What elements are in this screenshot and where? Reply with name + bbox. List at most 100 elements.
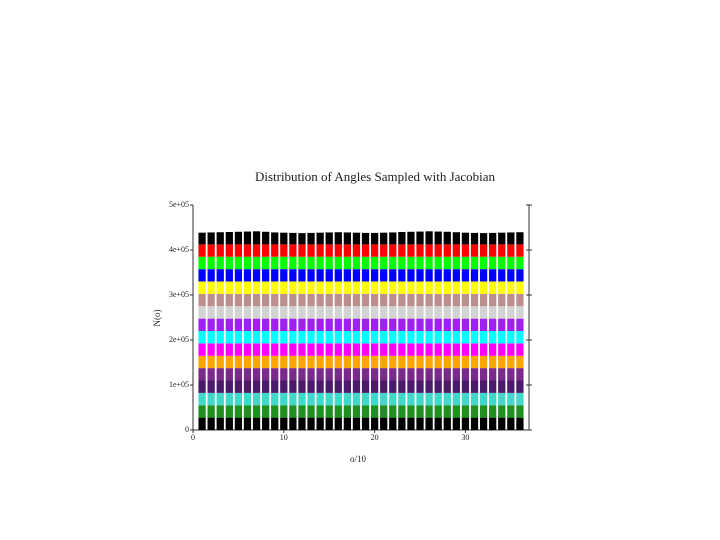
- bar-segment: [361, 368, 370, 381]
- bar-segment: [334, 318, 342, 331]
- bar-segment: [207, 256, 215, 270]
- bar-segment: [216, 331, 224, 344]
- bar-segment: [207, 417, 215, 430]
- bar-segment: [307, 331, 315, 344]
- bar-segment: [207, 368, 215, 381]
- bar-segment: [316, 331, 324, 344]
- bar-segment: [489, 232, 497, 245]
- bar-segment: [407, 405, 415, 418]
- bar-segment: [425, 244, 433, 257]
- bar-segment: [479, 244, 488, 257]
- bar-segment: [252, 355, 261, 369]
- bar-segment: [207, 281, 215, 294]
- bar-segment: [380, 269, 388, 282]
- bar-segment: [507, 232, 515, 245]
- bar-segment: [280, 392, 288, 406]
- bar-segment: [470, 256, 479, 270]
- bar-segment: [216, 405, 224, 418]
- bar-segment: [334, 380, 342, 393]
- bar-segment: [452, 281, 460, 294]
- bar-segment: [498, 293, 506, 307]
- bar-segment: [434, 368, 442, 381]
- bar-segment: [425, 231, 433, 245]
- bar-segment: [225, 331, 233, 344]
- x-tick-label: 10: [280, 433, 288, 442]
- bar-segment: [498, 343, 506, 356]
- bar-segment: [316, 318, 324, 331]
- bar-segment: [425, 355, 433, 369]
- bar-segment: [316, 343, 324, 356]
- bar-segment: [443, 331, 451, 344]
- bar-segment: [262, 355, 270, 369]
- bar-segment: [434, 318, 442, 331]
- bar-segment: [234, 244, 243, 257]
- bar-segment: [380, 306, 388, 319]
- bar-segment: [307, 293, 315, 307]
- bar-segment: [380, 343, 388, 356]
- bar-segment: [389, 331, 397, 344]
- bar-segment: [352, 269, 361, 282]
- bar-segment: [370, 392, 379, 406]
- bar-segment: [334, 269, 342, 282]
- bar-segment: [479, 269, 488, 282]
- bar-segment: [234, 355, 243, 369]
- bar-segment: [298, 318, 306, 331]
- bar-segment: [461, 306, 470, 319]
- bar-segment: [443, 417, 451, 430]
- bar-segment: [370, 232, 379, 245]
- bar-segment: [416, 244, 424, 257]
- bar-segment: [380, 281, 388, 294]
- bar-segment: [262, 318, 270, 331]
- bar-segment: [370, 417, 379, 430]
- bar-segment: [434, 231, 442, 245]
- bar-segment: [225, 417, 233, 430]
- bar-segment: [489, 380, 497, 393]
- bar-segment: [352, 343, 361, 356]
- bar-segment: [407, 306, 415, 319]
- bar-segment: [243, 343, 252, 356]
- bar-segment: [207, 269, 215, 282]
- bar-segment: [243, 256, 252, 270]
- bar-segment: [398, 281, 406, 294]
- bar-segment: [470, 343, 479, 356]
- bar-segment: [461, 318, 470, 331]
- bar-segment: [352, 380, 361, 393]
- bar-segment: [243, 368, 252, 381]
- bar-segment: [507, 380, 515, 393]
- bar-segment: [234, 368, 243, 381]
- bar-segment: [262, 293, 270, 307]
- bar-segment: [398, 368, 406, 381]
- bar-segment: [352, 417, 361, 430]
- bar-segment: [252, 318, 261, 331]
- bar-segment: [343, 318, 352, 331]
- bar-segment: [198, 331, 206, 344]
- bar-segment: [434, 343, 442, 356]
- bar-segment: [416, 405, 424, 418]
- bar-segment: [216, 232, 224, 245]
- bar-segment: [352, 293, 361, 307]
- bar-segment: [380, 405, 388, 418]
- bar-segment: [316, 355, 324, 369]
- bar-segment: [316, 368, 324, 381]
- bar-segment: [280, 269, 288, 282]
- bar-segment: [507, 392, 515, 406]
- bar-segment: [407, 368, 415, 381]
- bar-segment: [307, 368, 315, 381]
- bar-segment: [389, 368, 397, 381]
- bar-segment: [243, 269, 252, 282]
- bar-segment: [470, 306, 479, 319]
- bar-segment: [498, 318, 506, 331]
- bar-segment: [470, 244, 479, 257]
- bar-segment: [198, 232, 206, 245]
- bar-segment: [434, 380, 442, 393]
- bar-segment: [489, 318, 497, 331]
- bar-segment: [271, 306, 279, 319]
- bar-segment: [461, 269, 470, 282]
- bar-segment: [389, 355, 397, 369]
- bar-segment: [343, 256, 352, 270]
- bar-segment: [498, 256, 506, 270]
- bar-segment: [380, 232, 388, 245]
- bar-segment: [516, 306, 524, 319]
- bar-segment: [461, 232, 470, 245]
- bar-segment: [307, 392, 315, 406]
